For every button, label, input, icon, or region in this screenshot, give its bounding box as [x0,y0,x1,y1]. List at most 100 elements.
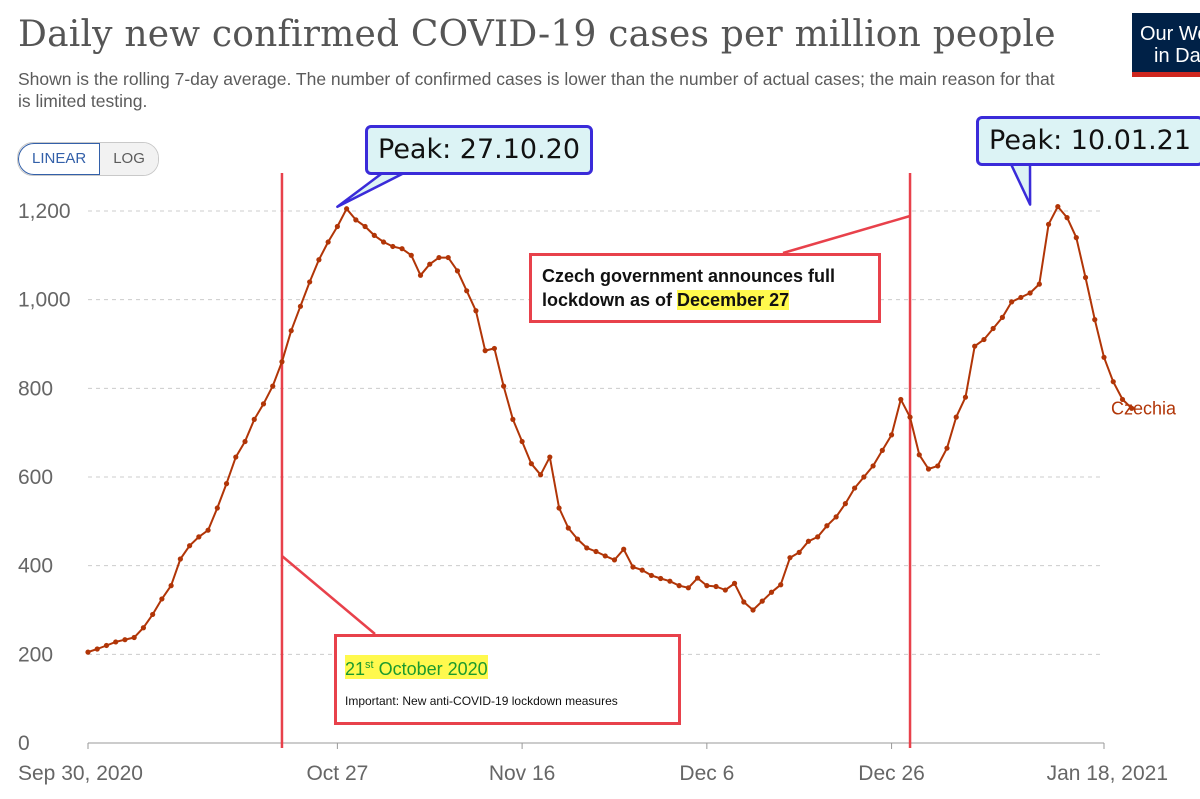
annotation-markers [280,160,1032,748]
data-point [972,343,978,349]
peak-callout-oct: Peak: 27.10.20 [365,125,594,175]
data-point [658,575,664,582]
data-point [297,303,304,309]
data-point [768,589,775,595]
scale-toggle: LINEAR LOG [17,142,159,176]
data-point [417,272,424,278]
data-point [316,257,322,263]
data-point [1064,215,1070,221]
data-point [713,583,719,590]
data-point [454,268,461,274]
chart-subtitle: Shown is the rolling 7-day average. The … [18,69,1055,111]
data-point [1101,354,1107,360]
y-tick-label: 600 [18,466,53,489]
logo-line-1: Our World [1140,23,1200,45]
data-point [1018,294,1024,301]
data-point [1036,281,1042,287]
data-point [214,505,220,511]
data-point [731,580,738,587]
y-tick-label: 1,000 [18,289,71,312]
data-point [270,383,276,389]
data-point [925,466,932,472]
data-point [750,607,756,613]
linear-scale-button[interactable]: LINEAR [18,143,101,175]
data-point [205,527,211,533]
x-tick-label: Nov 16 [489,762,556,785]
logo-accent-bar [1132,72,1200,77]
data-point [556,505,562,511]
data-point [122,637,128,643]
data-point [916,452,922,458]
october-annotation-day: 21 [345,659,366,679]
data-point [639,567,645,573]
log-scale-button[interactable]: LOG [100,143,158,175]
data-point [667,578,673,584]
data-point [482,348,488,354]
y-tick-label: 800 [18,377,53,400]
data-point [787,555,793,561]
peak-callout-jan: Peak: 10.01.21 [976,116,1200,166]
data-point [113,639,119,645]
data-point [833,514,839,520]
data-point [528,461,534,467]
data-point [85,649,91,655]
data-point [824,523,830,529]
data-point [223,481,230,487]
data-point [1082,274,1089,281]
data-point [362,223,368,230]
data-point [741,599,747,605]
data-point [704,583,710,589]
data-point [473,308,479,314]
data-point [1045,221,1052,227]
data-point [325,239,331,245]
data-point [408,252,414,258]
data-point [1110,379,1116,385]
data-point [519,438,525,445]
data-point [242,438,248,445]
data-point [288,328,294,334]
data-point [353,217,359,223]
data-point [260,401,267,407]
series-czechia: Czechia [85,203,1177,655]
data-point [510,416,516,422]
data-point [584,545,590,551]
data-point [602,553,608,559]
data-point [380,239,387,245]
data-point [547,454,553,460]
data-point [177,556,183,562]
data-point [491,345,497,352]
data-point [390,243,396,250]
y-tick-label: 1,200 [18,200,71,223]
lockdown-annotation-text: Czech government announces full lockdown… [542,266,836,310]
data-point [1073,235,1079,241]
peak-pointer-oct [336,169,410,209]
data-point [131,634,137,641]
data-point [307,279,313,285]
data-point [870,463,876,469]
owid-logo[interactable]: Our World in Data [1132,13,1200,77]
data-point [159,596,165,602]
data-point [861,474,867,480]
data-point [1119,396,1126,403]
series-label-czechia: Czechia [1111,398,1177,418]
x-tick-label: Jan 18, 2021 [1047,762,1168,785]
x-tick-label: Sep 30, 2020 [18,762,143,785]
chart-title: Daily new confirmed COVID-19 cases per m… [18,14,1056,55]
lockdown-connector [782,214,911,255]
data-point [565,525,571,531]
data-point [150,611,156,618]
data-point [1092,317,1098,323]
data-point [593,548,599,555]
data-point [722,587,728,593]
data-point [796,549,802,555]
data-point [427,261,433,267]
data-point [501,383,507,389]
data-point [935,463,941,469]
logo-line-2: in Data [1154,45,1200,67]
october-annotation-note: Important: New anti-COVID-19 lockdown me… [345,694,618,708]
october-annotation-suffix: st [365,659,374,671]
data-point [981,336,987,343]
data-point [648,572,655,579]
x-tick-label: Oct 27 [306,762,368,785]
